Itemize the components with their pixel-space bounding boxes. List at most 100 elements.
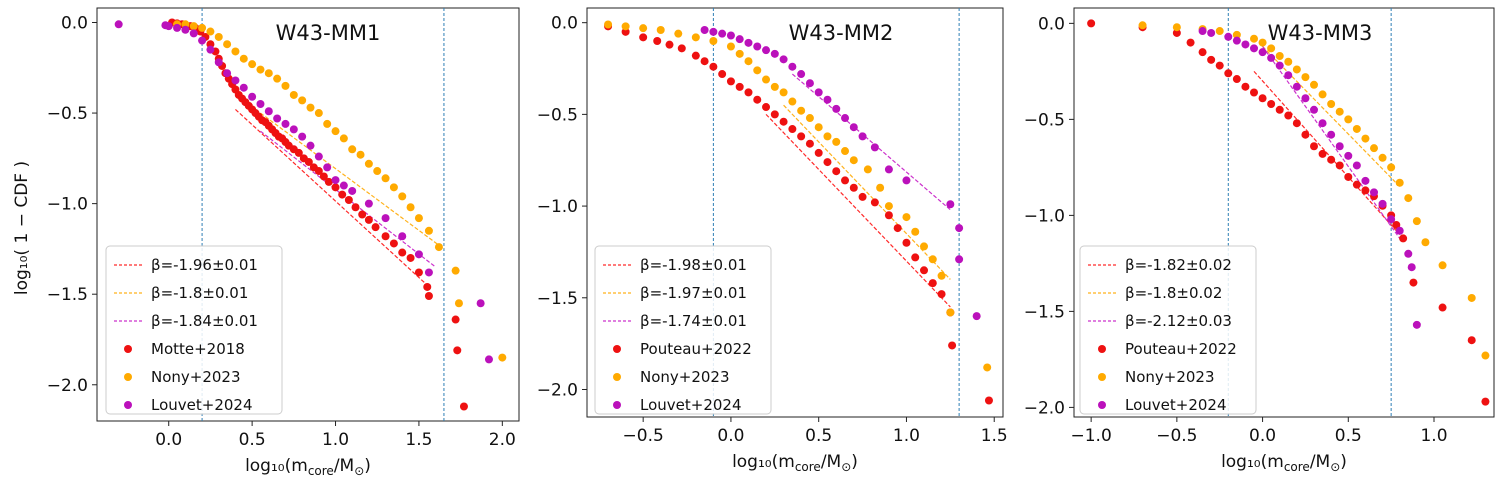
data-point xyxy=(189,29,198,38)
data-point xyxy=(1318,149,1327,158)
data-point xyxy=(173,23,182,32)
data-point xyxy=(314,109,323,118)
data-point xyxy=(1275,52,1284,61)
data-point xyxy=(770,49,779,58)
legend-label: β=-1.96±0.01 xyxy=(151,256,258,274)
legend-label: β=-1.84±0.01 xyxy=(151,312,258,330)
x-tick-label: 0.5 xyxy=(239,430,266,450)
y-tick-label: 0.0 xyxy=(551,14,578,34)
data-point xyxy=(1361,134,1370,143)
data-point xyxy=(639,33,648,42)
fit-line-1 xyxy=(765,113,951,308)
data-point xyxy=(762,46,771,55)
data-point xyxy=(239,83,248,92)
data-point xyxy=(364,215,373,224)
data-point xyxy=(1207,55,1216,64)
data-point xyxy=(984,396,993,405)
data-point xyxy=(164,22,173,31)
data-point xyxy=(937,290,946,299)
data-point xyxy=(1284,71,1293,80)
data-point xyxy=(744,38,753,47)
data-point xyxy=(955,255,964,264)
data-point xyxy=(814,148,823,157)
x-tick-label: 1.0 xyxy=(322,430,349,450)
data-point xyxy=(1215,27,1224,36)
data-point xyxy=(323,163,332,172)
data-point xyxy=(1467,293,1476,302)
data-point xyxy=(281,119,290,128)
data-point xyxy=(1232,30,1241,39)
x-axis-label: log₁₀(mcore/M⊙) xyxy=(245,456,371,478)
legend-label: Louvet+2024 xyxy=(151,396,253,414)
data-point xyxy=(264,107,273,116)
data-point xyxy=(1327,155,1336,164)
data-point xyxy=(814,88,823,97)
series-pouteau-2022 xyxy=(604,22,993,405)
data-point xyxy=(823,158,832,167)
data-point xyxy=(753,42,762,51)
data-point xyxy=(248,92,257,101)
panel-1: 0.0 0.5 1.0 1.5 2.0 0.0 −0.5 −1.0 −1.5 −2.0 W43-MM… xyxy=(47,7,520,478)
data-point xyxy=(306,141,315,150)
x-axis-label: log₁₀(mcore/M⊙) xyxy=(732,452,858,474)
data-point xyxy=(424,292,433,301)
data-point xyxy=(955,224,964,233)
data-point xyxy=(351,203,360,212)
data-point xyxy=(206,27,215,36)
series-nony-2023 xyxy=(1138,21,1490,360)
data-point xyxy=(1395,178,1404,187)
data-point xyxy=(788,97,797,106)
chart-title: W43-MM1 xyxy=(276,21,381,45)
legend-label: β=-1.82±0.02 xyxy=(1125,256,1232,274)
data-point xyxy=(1207,28,1216,37)
fit-line-2 xyxy=(1262,45,1401,187)
legend-marker xyxy=(124,401,132,409)
data-point xyxy=(849,183,858,192)
data-point xyxy=(1186,38,1195,47)
data-point xyxy=(691,33,700,42)
legend-label: β=-2.12±0.03 xyxy=(1125,312,1232,330)
data-point xyxy=(256,65,265,74)
data-point xyxy=(1378,199,1387,208)
legend-marker xyxy=(613,345,621,353)
series-louvet-2024 xyxy=(700,26,981,321)
data-point xyxy=(339,134,348,143)
data-point xyxy=(735,35,744,44)
data-point xyxy=(621,22,630,31)
data-point xyxy=(718,70,727,79)
fit-line-2 xyxy=(260,112,445,250)
data-point xyxy=(331,176,340,185)
data-point xyxy=(604,20,613,29)
legend-label: Pouteau+2022 xyxy=(1125,340,1237,358)
data-point xyxy=(1301,130,1310,139)
data-point xyxy=(453,346,462,355)
series-louvet-2024 xyxy=(114,20,493,364)
data-point xyxy=(1327,100,1336,109)
data-point xyxy=(1352,124,1361,133)
data-point xyxy=(805,114,814,123)
data-point xyxy=(726,31,735,40)
fit-line-1 xyxy=(235,108,428,286)
data-point xyxy=(1292,119,1301,128)
legend-label: Pouteau+2022 xyxy=(640,340,752,358)
y-tick-label: −2.0 xyxy=(47,376,88,396)
data-point xyxy=(273,74,282,83)
data-point xyxy=(1387,163,1396,172)
data-point xyxy=(381,214,390,223)
data-point xyxy=(424,268,433,277)
data-point xyxy=(841,147,850,156)
x-tick-label: 2.0 xyxy=(489,430,516,450)
axes-frame xyxy=(96,7,520,422)
data-point xyxy=(264,69,273,78)
data-point xyxy=(231,76,240,85)
fit-line-3 xyxy=(791,73,951,211)
data-point xyxy=(414,250,423,259)
data-point xyxy=(858,132,867,141)
data-point xyxy=(1215,61,1224,70)
data-point xyxy=(1241,82,1250,91)
data-point xyxy=(1267,100,1276,109)
data-point xyxy=(863,165,872,174)
data-point xyxy=(1412,217,1421,226)
legend-label: β=-1.97±0.01 xyxy=(640,284,747,302)
